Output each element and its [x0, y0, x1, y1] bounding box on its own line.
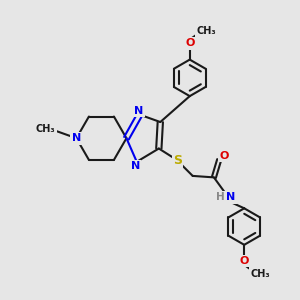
Text: N: N: [134, 106, 144, 116]
Text: O: O: [220, 151, 229, 160]
Text: CH₃: CH₃: [196, 26, 216, 36]
Text: O: O: [239, 256, 249, 266]
Text: N: N: [72, 133, 81, 143]
Text: N: N: [131, 161, 140, 171]
Text: S: S: [173, 154, 182, 167]
Text: H: H: [216, 192, 225, 203]
Text: O: O: [185, 38, 194, 48]
Text: CH₃: CH₃: [250, 269, 270, 279]
Text: CH₃: CH₃: [36, 124, 55, 134]
Text: N: N: [226, 192, 235, 203]
